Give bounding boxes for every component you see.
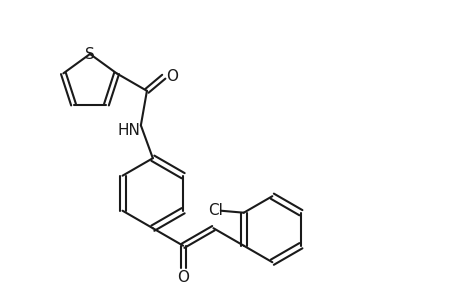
Text: O: O [177,270,189,285]
Text: O: O [165,69,178,84]
Text: HN: HN [117,123,140,138]
Text: Cl: Cl [208,203,223,218]
Text: S: S [85,46,95,62]
